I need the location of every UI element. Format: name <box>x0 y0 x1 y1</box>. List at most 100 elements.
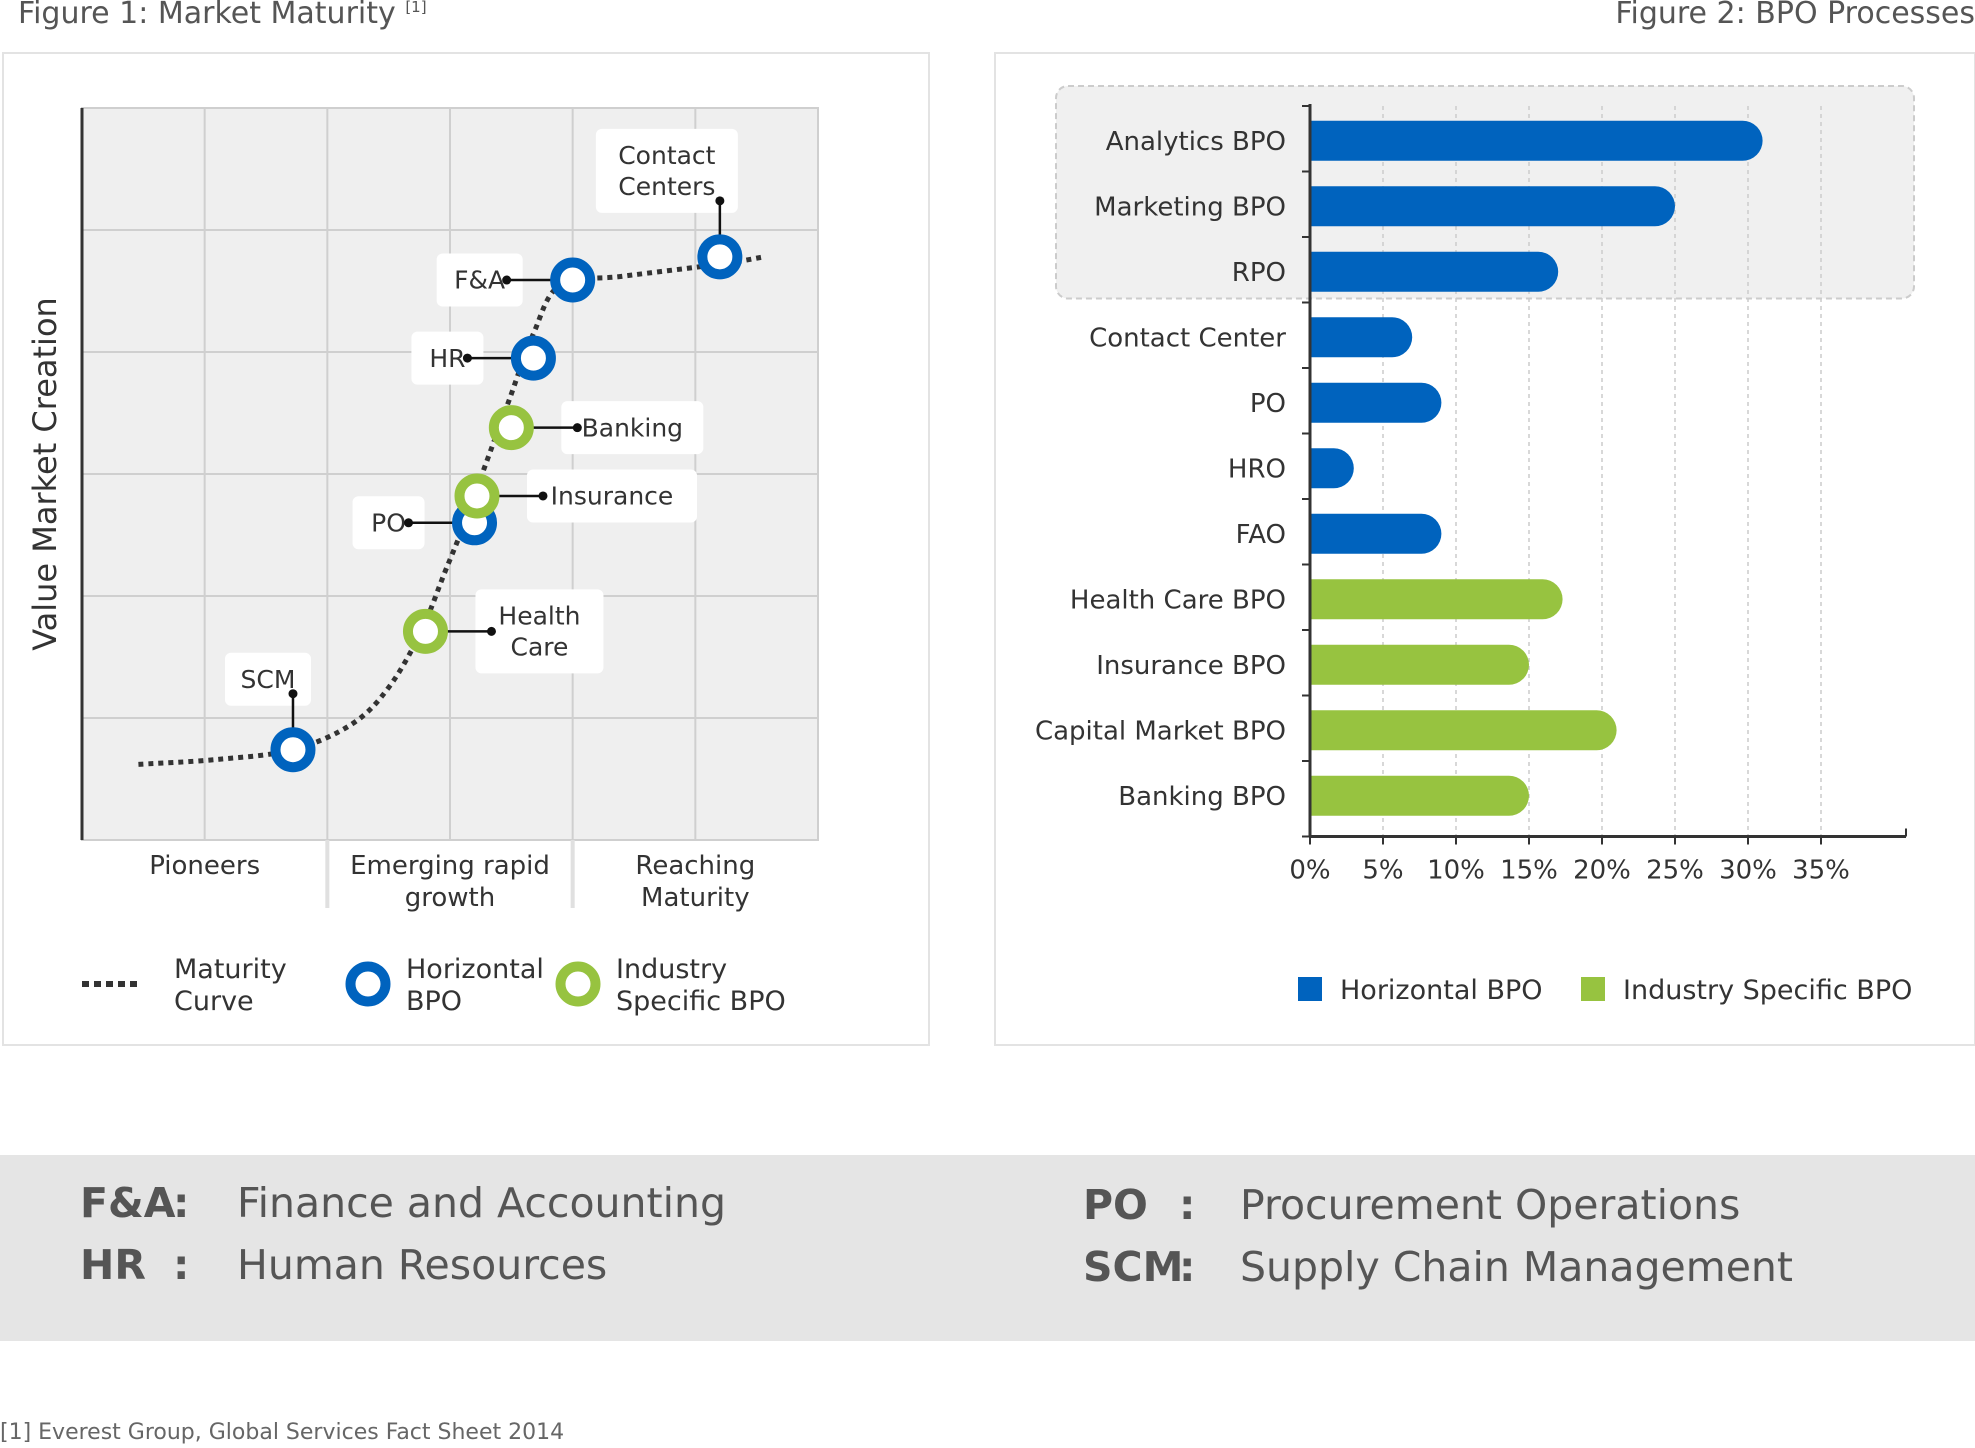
point-label: F&A <box>454 266 505 295</box>
callout: Insurance <box>498 469 697 523</box>
abbreviation-key: HR <box>80 1241 146 1289</box>
legend-swatch <box>345 961 391 1007</box>
bar <box>1310 120 1763 161</box>
data-point <box>697 234 743 280</box>
bpo-processes-panel: Analytics BPO Marketing BPO RPO Contact Cen… <box>994 52 1975 1046</box>
market-maturity-panel: Value Market Creation Pioneers Emerging ra… <box>2 52 930 1046</box>
leader-dot <box>715 196 725 206</box>
market-maturity-chart: Value Market Creation Pioneers Emerging ra… <box>26 107 819 1017</box>
bar <box>1310 513 1442 554</box>
legend-label: Industry Specific BPO <box>616 954 786 1017</box>
abbreviation-colon: : <box>1179 1181 1196 1229</box>
category-label: Capital Market BPO <box>1035 716 1286 746</box>
y-axis-label: Value Market Creation <box>26 297 64 651</box>
callout-box <box>475 589 604 674</box>
bar <box>1310 317 1413 358</box>
x-tick-label: 10% <box>1427 856 1485 886</box>
bar <box>1310 186 1675 227</box>
callout-box <box>436 253 523 307</box>
data-point <box>510 335 556 381</box>
callout: Banking <box>533 401 704 455</box>
data-point <box>454 473 500 519</box>
leader-dot <box>288 689 298 699</box>
callout: HR <box>411 331 512 385</box>
x-tick-label: 0% <box>1289 856 1330 886</box>
legend: Maturity Curve Horizontal BPO Industry Specif… <box>82 954 786 1017</box>
point-label: Banking <box>582 413 683 442</box>
bar <box>1310 448 1354 489</box>
bar <box>1310 382 1442 423</box>
point-label: Contact Centers <box>618 141 715 201</box>
callout-box <box>411 331 484 385</box>
category-label: HRO <box>1228 454 1286 484</box>
figure2-title: Figure 2: BPO Processes <box>1615 0 1975 31</box>
abbreviation-key: PO <box>1083 1181 1148 1229</box>
abbreviation-value: Procurement Operations <box>1240 1181 1741 1229</box>
leader-dot <box>486 626 496 636</box>
legend-swatch <box>1581 977 1605 1001</box>
footnote: [1] Everest Group, Global Services Fact … <box>0 1420 565 1445</box>
callout: Health Care <box>447 589 604 674</box>
x-tick-label: 30% <box>1719 856 1777 886</box>
category-label: Marketing BPO <box>1094 192 1286 222</box>
leader-dot <box>502 275 512 285</box>
category-label: Contact Center <box>1089 323 1286 353</box>
callout-box <box>352 496 425 550</box>
leader-dot <box>462 353 472 363</box>
legend-swatch <box>555 961 601 1007</box>
legend-item: Maturity Curve <box>82 954 287 1017</box>
legend-item: Horizontal BPO <box>345 954 544 1017</box>
x-tick-label: 15% <box>1500 856 1558 886</box>
callout-box <box>595 128 738 213</box>
abbreviation-key: SCM <box>1083 1243 1184 1291</box>
stage-label: Emerging rapid growth <box>350 851 550 913</box>
category-label: Insurance BPO <box>1096 651 1286 681</box>
legend-label: Industry Specific BPO <box>1623 975 1912 1006</box>
legend: Horizontal BPO Industry Specific BPO <box>1298 975 1912 1006</box>
abbreviation-value: Human Resources <box>237 1241 608 1289</box>
category-label: Banking BPO <box>1118 782 1286 812</box>
callout-box <box>526 469 697 523</box>
point-label: HR <box>429 344 465 373</box>
point-label: SCM <box>241 665 296 694</box>
figure1-reference-mark: [1] <box>405 0 427 16</box>
leader-dot <box>538 491 548 501</box>
stage-label: Pioneers <box>149 851 260 881</box>
category-label: PO <box>1250 389 1286 419</box>
abbreviation-colon: : <box>173 1241 190 1289</box>
leader-dot <box>572 423 582 433</box>
abbreviation-colon: : <box>173 1179 190 1227</box>
x-tick-label: 35% <box>1792 856 1850 886</box>
leader-dot <box>404 518 414 528</box>
bar <box>1310 775 1529 816</box>
legend-swatch <box>1298 977 1322 1001</box>
callout: F&A <box>436 253 551 307</box>
data-point <box>550 257 596 303</box>
figure1-title-text: Figure 1: Market Maturity <box>18 0 396 31</box>
x-tick-label: 20% <box>1573 856 1631 886</box>
figure1-title: Figure 1: Market Maturity [1] <box>18 0 427 31</box>
abbreviation-key: F&A <box>80 1179 176 1227</box>
abbreviation-colon: : <box>1179 1243 1196 1291</box>
category-label: Health Care BPO <box>1070 585 1286 615</box>
bpo-processes-chart: Analytics BPO Marketing BPO RPO Contact Cen… <box>1035 85 1915 1006</box>
bar <box>1310 644 1529 685</box>
callout: SCM <box>224 652 311 728</box>
legend-item: Industry Specific BPO <box>555 954 786 1017</box>
data-point <box>488 405 534 451</box>
legend-label: Horizontal BPO <box>406 954 544 1017</box>
bar <box>1310 251 1559 292</box>
abbreviation-value: Finance and Accounting <box>237 1179 726 1227</box>
category-label: RPO <box>1232 258 1286 288</box>
x-tick-label: 25% <box>1646 856 1704 886</box>
legend-item: Industry Specific BPO <box>1581 975 1912 1006</box>
point-label: Health Care <box>498 602 580 662</box>
stage-label: Reaching Maturity <box>635 851 755 913</box>
point-label: PO <box>371 508 406 537</box>
callout: PO <box>352 496 453 550</box>
bar <box>1310 579 1563 620</box>
bar <box>1310 710 1617 751</box>
legend-label: Maturity Curve <box>174 954 287 1017</box>
data-point <box>270 727 316 773</box>
point-label: Insurance <box>551 482 674 511</box>
